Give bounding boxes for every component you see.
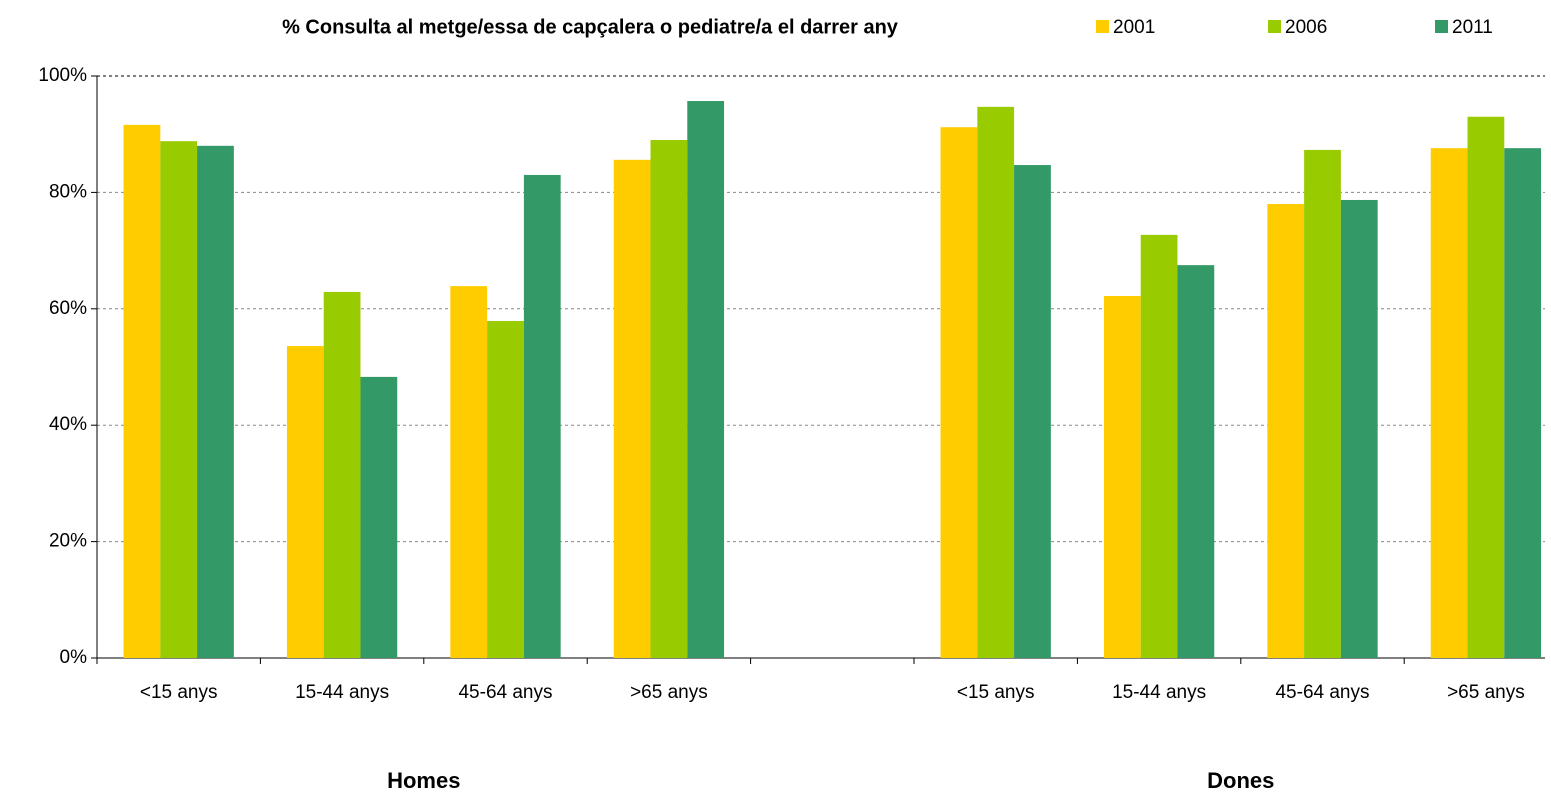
legend-label: 2006 [1285, 17, 1327, 38]
group-label: Dones [1207, 768, 1274, 793]
bar [323, 291, 361, 658]
x-tick-label: <15 anys [957, 682, 1035, 703]
legend-label: 2011 [1452, 17, 1493, 38]
bar [613, 159, 651, 659]
bar [487, 321, 524, 658]
bar [687, 101, 725, 658]
y-tick-label: 40% [49, 414, 87, 435]
x-tick-label: <15 anys [140, 682, 218, 703]
x-tick-label: 15-44 anys [1112, 682, 1206, 703]
y-tick-label: 20% [49, 531, 87, 552]
chart-title: % Consulta al metge/essa de capçalera o … [282, 16, 899, 38]
x-tick-label: 45-64 anys [458, 682, 552, 703]
bar [1340, 199, 1378, 658]
y-tick-label: 100% [38, 65, 87, 86]
bar [360, 376, 398, 658]
legend-label: 2001 [1113, 17, 1155, 38]
bar [1014, 165, 1051, 658]
bar [1467, 116, 1505, 659]
bar [1267, 204, 1305, 659]
bar [523, 174, 561, 658]
bar [197, 145, 234, 659]
group-label: Homes [387, 768, 460, 793]
bar [450, 286, 488, 658]
legend-swatch [1096, 20, 1109, 33]
bar [160, 141, 198, 658]
bar [1177, 265, 1215, 658]
x-tick-label: >65 anys [630, 682, 708, 703]
bar [1504, 148, 1542, 658]
bar [1103, 295, 1141, 658]
legend-swatch [1268, 20, 1281, 33]
bar [123, 124, 161, 658]
y-tick-label: 60% [49, 298, 87, 319]
y-tick-label: 0% [60, 647, 88, 668]
bar [977, 106, 1015, 658]
bar [940, 127, 978, 658]
bar [286, 346, 324, 658]
bar [650, 140, 688, 658]
x-tick-label: 45-64 anys [1275, 682, 1369, 703]
x-tick-label: 15-44 anys [295, 682, 389, 703]
bar [1140, 234, 1178, 659]
x-tick-label: >65 anys [1447, 682, 1525, 703]
bar [1304, 149, 1341, 658]
bar [1430, 148, 1468, 658]
legend-swatch [1435, 20, 1448, 33]
y-tick-label: 80% [49, 181, 87, 202]
